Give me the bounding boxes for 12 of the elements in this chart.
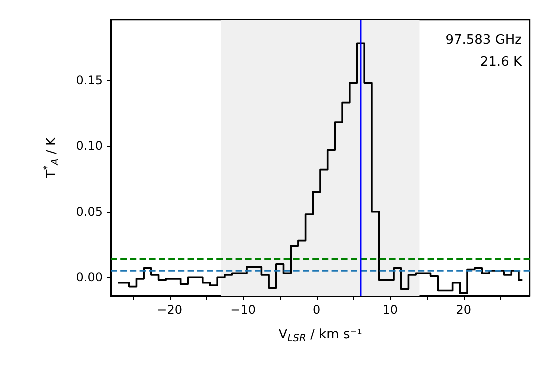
x-tick-label: 20: [456, 303, 472, 317]
x-tick-label: 0: [313, 303, 321, 317]
y-tick-label: 0.10: [76, 139, 103, 154]
annotation: 97.583 GHz: [446, 33, 522, 48]
x-tick-label: 10: [382, 303, 398, 317]
annotation: 21.6 K: [480, 55, 522, 70]
x-tick-label: −10: [230, 303, 256, 317]
y-axis-title: T*A / K: [42, 137, 62, 180]
y-tick-label: 0.00: [76, 270, 103, 285]
y-tick-label: 0.05: [76, 204, 103, 219]
y-tick-label: 0.15: [76, 73, 103, 88]
x-tick-label: −20: [157, 303, 182, 317]
